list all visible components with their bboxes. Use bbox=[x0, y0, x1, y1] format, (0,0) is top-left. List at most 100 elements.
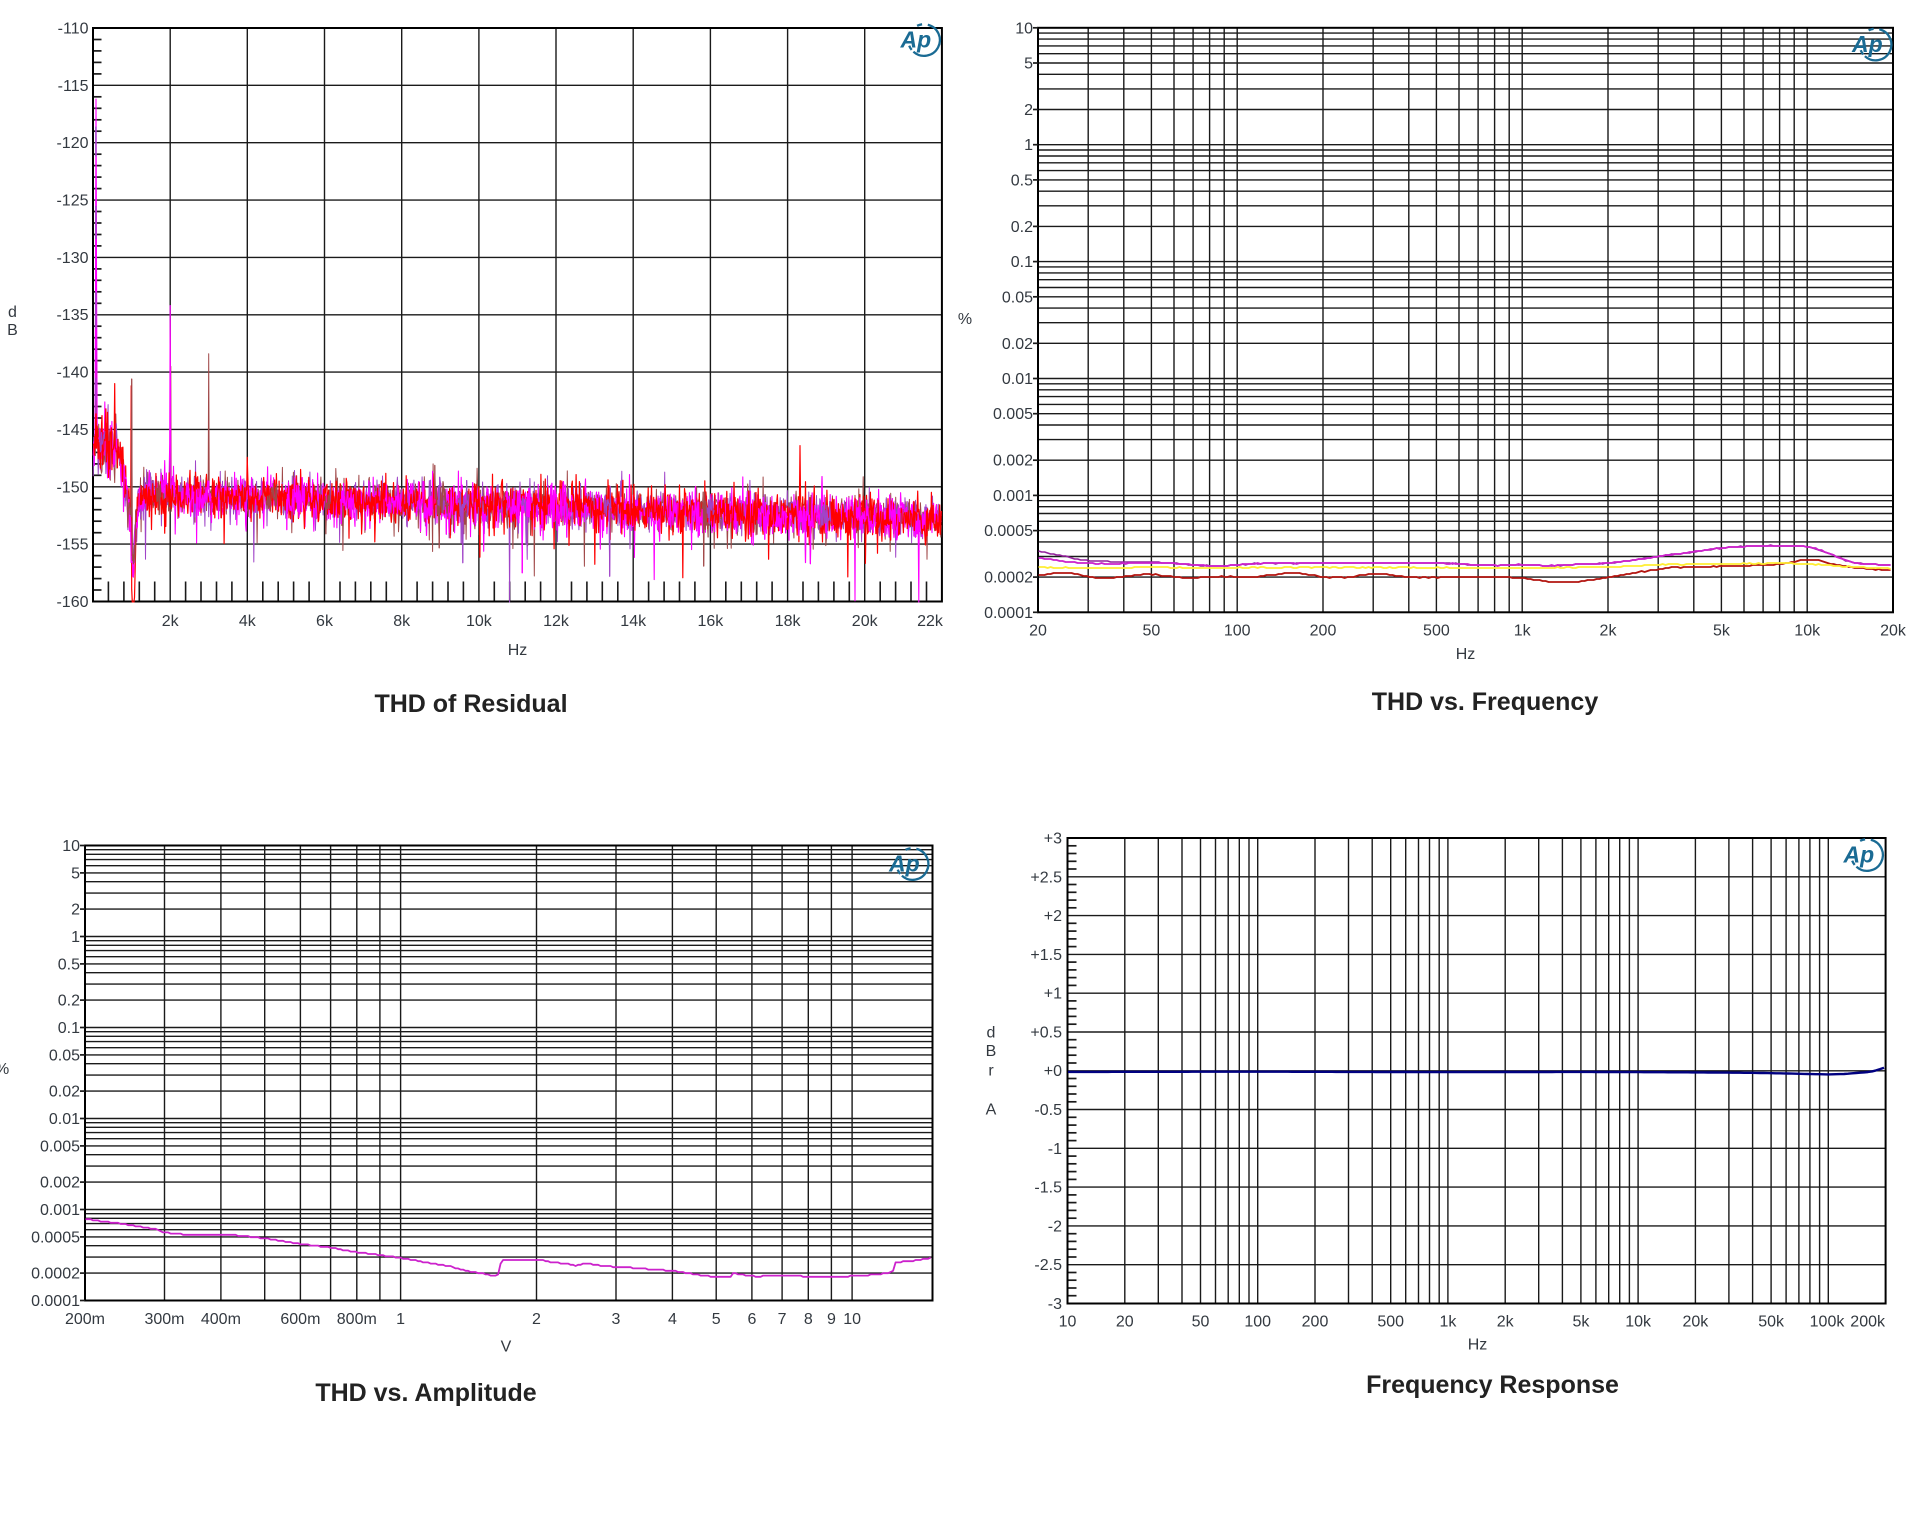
svg-text:+1: +1 bbox=[1044, 986, 1062, 1003]
svg-text:A: A bbox=[986, 1102, 997, 1119]
svg-text:10: 10 bbox=[843, 1311, 861, 1328]
svg-text:0.05: 0.05 bbox=[1002, 289, 1033, 306]
svg-text:10: 10 bbox=[62, 838, 80, 855]
svg-text:-135: -135 bbox=[56, 307, 88, 324]
svg-text:20: 20 bbox=[1116, 1314, 1134, 1331]
svg-text:10: 10 bbox=[1015, 20, 1033, 37]
svg-text:6: 6 bbox=[747, 1311, 756, 1328]
svg-text:0.0005: 0.0005 bbox=[984, 523, 1033, 540]
svg-text:-120: -120 bbox=[56, 135, 88, 152]
svg-text:0.02: 0.02 bbox=[1002, 336, 1033, 353]
svg-text:100: 100 bbox=[1224, 623, 1251, 640]
svg-text:0.0002: 0.0002 bbox=[31, 1266, 80, 1283]
svg-text:200m: 200m bbox=[65, 1311, 105, 1328]
svg-text:300m: 300m bbox=[144, 1311, 184, 1328]
svg-text:50: 50 bbox=[1143, 623, 1161, 640]
svg-text:0.0001: 0.0001 bbox=[31, 1293, 80, 1310]
svg-text:20: 20 bbox=[1029, 623, 1047, 640]
svg-text:0.0005: 0.0005 bbox=[31, 1229, 80, 1246]
svg-text:0.0002: 0.0002 bbox=[984, 570, 1033, 587]
svg-text:-1: -1 bbox=[1048, 1141, 1062, 1158]
svg-text:0.001: 0.001 bbox=[993, 488, 1033, 505]
svg-text:Ap: Ap bbox=[888, 851, 920, 877]
svg-text:4: 4 bbox=[668, 1311, 677, 1328]
svg-text:-150: -150 bbox=[56, 479, 88, 496]
svg-text:+3: +3 bbox=[1044, 831, 1062, 848]
svg-text:200: 200 bbox=[1302, 1314, 1329, 1331]
svg-text:100k: 100k bbox=[1810, 1314, 1846, 1331]
svg-text:500: 500 bbox=[1423, 623, 1450, 640]
svg-text:5: 5 bbox=[712, 1311, 721, 1328]
svg-text:0.005: 0.005 bbox=[993, 406, 1033, 423]
svg-text:0.001: 0.001 bbox=[40, 1202, 80, 1219]
svg-text:20k: 20k bbox=[1683, 1314, 1710, 1331]
svg-text:-125: -125 bbox=[56, 193, 88, 210]
svg-text:0.002: 0.002 bbox=[993, 453, 1033, 470]
svg-text:Ap: Ap bbox=[1851, 31, 1883, 57]
svg-text:0.005: 0.005 bbox=[40, 1138, 80, 1155]
svg-text:THD of Residual: THD of Residual bbox=[374, 690, 567, 718]
svg-text:1k: 1k bbox=[1514, 623, 1532, 640]
svg-text:0.0001: 0.0001 bbox=[984, 605, 1033, 622]
svg-text:200k: 200k bbox=[1850, 1314, 1886, 1331]
svg-text:2: 2 bbox=[532, 1311, 541, 1328]
svg-text:2: 2 bbox=[1024, 102, 1033, 119]
svg-text:0.5: 0.5 bbox=[1011, 172, 1033, 189]
svg-text:400m: 400m bbox=[201, 1311, 241, 1328]
svg-text:-115: -115 bbox=[58, 78, 89, 95]
svg-text:0.2: 0.2 bbox=[58, 993, 80, 1010]
svg-text:10k: 10k bbox=[1625, 1314, 1652, 1331]
svg-text:Ap: Ap bbox=[900, 27, 932, 53]
svg-text:Frequency Response: Frequency Response bbox=[1366, 1371, 1619, 1399]
svg-text:2k: 2k bbox=[1497, 1314, 1515, 1331]
svg-text:5k: 5k bbox=[1572, 1314, 1590, 1331]
svg-text:5k: 5k bbox=[1713, 623, 1731, 640]
svg-text:-0.5: -0.5 bbox=[1034, 1102, 1062, 1119]
svg-text:-3: -3 bbox=[1048, 1296, 1062, 1313]
svg-text:800m: 800m bbox=[337, 1311, 377, 1328]
svg-text:50: 50 bbox=[1192, 1314, 1210, 1331]
svg-text:2k: 2k bbox=[1600, 623, 1618, 640]
svg-text:6k: 6k bbox=[316, 613, 334, 630]
svg-text:1: 1 bbox=[71, 929, 80, 946]
svg-text:0.002: 0.002 bbox=[40, 1175, 80, 1192]
svg-text:-155: -155 bbox=[56, 537, 88, 554]
svg-text:-110: -110 bbox=[58, 21, 89, 38]
svg-text:%: % bbox=[0, 1061, 9, 1078]
svg-text:16k: 16k bbox=[698, 613, 725, 630]
svg-text:+0.5: +0.5 bbox=[1030, 1025, 1062, 1042]
svg-text:10k: 10k bbox=[466, 613, 493, 630]
svg-text:0.1: 0.1 bbox=[1011, 254, 1033, 271]
svg-text:r: r bbox=[988, 1063, 994, 1080]
svg-text:4k: 4k bbox=[239, 613, 257, 630]
svg-text:+2: +2 bbox=[1044, 908, 1062, 925]
svg-text:+2.5: +2.5 bbox=[1030, 869, 1062, 886]
svg-text:+1.5: +1.5 bbox=[1030, 947, 1062, 964]
svg-text:d: d bbox=[987, 1025, 996, 1042]
svg-text:B: B bbox=[986, 1043, 997, 1060]
svg-text:-160: -160 bbox=[56, 594, 88, 611]
svg-text:Hz: Hz bbox=[1468, 1337, 1488, 1354]
svg-text:0.01: 0.01 bbox=[49, 1111, 80, 1128]
svg-text:2k: 2k bbox=[162, 613, 180, 630]
svg-text:THD vs. Frequency: THD vs. Frequency bbox=[1372, 688, 1599, 716]
svg-text:18k: 18k bbox=[775, 613, 802, 630]
svg-text:B: B bbox=[7, 322, 18, 339]
svg-text:20k: 20k bbox=[852, 613, 879, 630]
svg-text:1: 1 bbox=[1024, 137, 1033, 154]
svg-text:5: 5 bbox=[71, 865, 80, 882]
svg-text:200: 200 bbox=[1310, 623, 1337, 640]
svg-text:10: 10 bbox=[1059, 1314, 1077, 1331]
svg-text:7: 7 bbox=[778, 1311, 787, 1328]
svg-text:V: V bbox=[501, 1339, 512, 1356]
svg-text:0.01: 0.01 bbox=[1002, 371, 1033, 388]
svg-text:Hz: Hz bbox=[1456, 646, 1476, 663]
svg-text:1: 1 bbox=[396, 1311, 405, 1328]
svg-text:0.05: 0.05 bbox=[49, 1047, 80, 1064]
svg-text:-2: -2 bbox=[1048, 1218, 1062, 1235]
svg-text:3: 3 bbox=[612, 1311, 621, 1328]
svg-text:8: 8 bbox=[804, 1311, 813, 1328]
svg-text:-2.5: -2.5 bbox=[1034, 1257, 1062, 1274]
svg-text:20k: 20k bbox=[1880, 623, 1907, 640]
svg-text:500: 500 bbox=[1377, 1314, 1404, 1331]
